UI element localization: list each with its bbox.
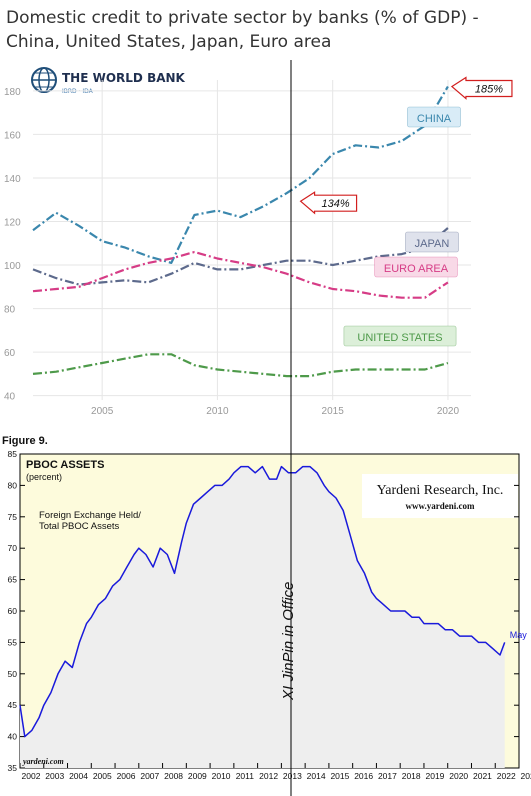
x-tick-label: 2018 — [402, 771, 421, 781]
figure-label: Figure 9. — [2, 435, 48, 447]
y-tick-label: 80 — [8, 480, 18, 490]
x-tick-label: 2005 — [93, 771, 112, 781]
y-tick-label: 65 — [8, 575, 18, 585]
y-tick-label: 100 — [4, 261, 21, 272]
series-line-united-states — [32, 353, 449, 378]
x-tick-label: 2014 — [307, 771, 326, 781]
page-title: Domestic credit to private sector by ban… — [0, 6, 531, 62]
annotation-arrow — [450, 76, 513, 100]
area-fill — [20, 466, 505, 768]
end-label: May — [510, 630, 528, 640]
x-tick-label: 2007 — [140, 771, 159, 781]
chart-title: PBOC ASSETS — [26, 459, 104, 471]
pboc-chart-svg: Figure 9. Yardeni Research, Inc. www.yarde… — [2, 435, 531, 781]
y-tick-label: 40 — [4, 392, 16, 403]
series-line-china — [32, 85, 449, 264]
world-bank-chart-svg: THE WORLD BANK IBRD · IDA 40 60 80 100 120 140 1… — [4, 67, 513, 417]
y-tick-label: 140 — [4, 174, 21, 185]
x-tick-label: 2012 — [259, 771, 278, 781]
annotation-185: 185% — [450, 76, 513, 100]
world-bank-chart: THE WORLD BANK IBRD · IDA 40 60 80 100 120 140 1… — [0, 60, 531, 430]
x-tick-label: 2020 — [437, 406, 460, 417]
legend-box — [374, 256, 458, 278]
annotation-134: 134% — [299, 191, 358, 215]
series-line-japan — [32, 227, 449, 286]
x-tick-label: 2005 — [91, 406, 114, 417]
series-line-euro-area — [32, 250, 449, 299]
world-bank-sub: IBRD · IDA — [62, 88, 94, 95]
y-tick-label: 180 — [4, 87, 21, 98]
y-tick-label: 80 — [4, 305, 16, 316]
x-tick-label: 2020 — [449, 771, 468, 781]
y-tick-label: 50 — [8, 669, 18, 679]
y-tick-label: 85 — [8, 449, 18, 459]
x-tick-label: 2022 — [497, 771, 516, 781]
legend-label-china: CHINA — [407, 106, 461, 128]
x-tick-label: 2015 — [330, 771, 349, 781]
pboc-chart: Figure 9. Yardeni Research, Inc. www.yarde… — [0, 430, 531, 796]
legend-box — [407, 106, 461, 128]
x-tick-label: 2017 — [378, 771, 397, 781]
y-tick-label: 40 — [8, 732, 18, 742]
title-line-2: China, United States, Japan, Euro area — [6, 32, 332, 52]
source-box: Yardeni Research, Inc. www.yardeni.com — [362, 474, 518, 518]
x-tick-label: 2008 — [164, 771, 183, 781]
title-line-1: Domestic credit to private sector by ban… — [6, 8, 479, 28]
series-label-line: Foreign Exchange Held/ — [39, 510, 141, 521]
legend-label-japan: JAPAN — [405, 231, 459, 253]
x-tick-label: 2015 — [322, 406, 345, 417]
x-tick-label: 2011 — [236, 771, 255, 781]
source-name: Yardeni Research, Inc. — [377, 483, 504, 498]
x-tick-label: 2019 — [425, 771, 444, 781]
legend-text: EURO AREA — [384, 263, 449, 275]
x-tick-label: 2010 — [212, 771, 231, 781]
y-tick-label: 35 — [8, 763, 18, 773]
x-tick-label: 2009 — [188, 771, 207, 781]
y-tick-label: 75 — [8, 512, 18, 522]
annotation-text: 134% — [322, 198, 350, 210]
legend-text: JAPAN — [415, 238, 450, 250]
x-tick-label: 2021 — [473, 771, 492, 781]
x-tick-label: 2013 — [283, 771, 302, 781]
x-tick-label: 2006 — [117, 771, 136, 781]
y-tick-label: 45 — [8, 700, 18, 710]
y-tick-label: 120 — [4, 217, 21, 228]
legend-text: UNITED STATES — [357, 332, 442, 344]
watermark: yardeni.com — [22, 757, 64, 766]
y-tick-label: 160 — [4, 130, 21, 141]
x-tick-label: 2002 — [22, 771, 41, 781]
world-bank-logo: THE WORLD BANK IBRD · IDA — [31, 67, 186, 95]
x-tick-label: 2004 — [69, 771, 88, 781]
source-box-bg — [362, 474, 518, 518]
x-tick-label: 2023 — [521, 771, 531, 781]
legend-label-united-states: UNITED STATES — [343, 325, 457, 347]
source-url: www.yardeni.com — [406, 501, 475, 511]
pboc-series-line — [19, 465, 506, 738]
y-tick-label: 55 — [8, 637, 18, 647]
legend-label-euro-area: EURO AREA — [374, 256, 458, 278]
series-label-line: Total PBOC Assets — [39, 521, 120, 532]
annotation-arrow — [299, 191, 358, 215]
x-tick-label: 2010 — [206, 406, 229, 417]
world-bank-name: THE WORLD BANK — [62, 71, 186, 85]
annotation-text: 185% — [475, 84, 503, 96]
legend-box — [405, 231, 459, 253]
legend-box — [343, 325, 457, 347]
x-tick-label: 2003 — [45, 771, 64, 781]
y-tick-label: 70 — [8, 543, 18, 553]
y-tick-label: 60 — [4, 348, 16, 359]
y-tick-label: 60 — [8, 606, 18, 616]
x-tick-label: 2016 — [354, 771, 373, 781]
chart-subtitle: (percent) — [26, 472, 62, 482]
legend-text: CHINA — [417, 113, 452, 125]
